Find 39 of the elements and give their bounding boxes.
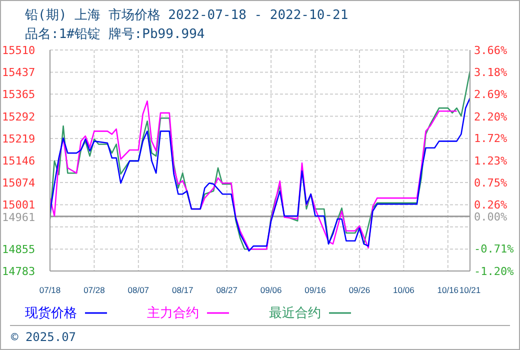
y-tick-label: 15437: [2, 66, 36, 80]
y-tick-label: 15365: [2, 88, 36, 102]
y2-tick-label: 2.69%: [474, 88, 508, 102]
x-tick-label: 09/16: [304, 285, 326, 295]
legend-label: 主力合约: [147, 305, 199, 322]
x-tick-label: 10/16: [437, 285, 459, 295]
x-tick-label: 08/07: [128, 285, 150, 295]
y-tick-label: 15146: [2, 154, 36, 168]
x-tick-label: 07/18: [39, 285, 61, 295]
chart-title: 铅(期) 上海 市场价格 2022-07-18 - 2022-10-21: [25, 7, 348, 24]
y2-tick-label: 1.23%: [474, 154, 508, 168]
y2-tick-label: 2.20%: [474, 110, 508, 124]
y-tick-label: 14855: [2, 243, 36, 256]
y-tick-label: 15219: [2, 132, 36, 146]
y2-tick-label: 3.66%: [474, 44, 508, 57]
y-tick-label: 15292: [2, 110, 36, 124]
y2-tick-label: 0.75%: [474, 176, 508, 190]
y-tick-label: 15074: [2, 176, 36, 190]
x-tick-label: 07/28: [84, 285, 106, 295]
text: © 2025.07: [11, 330, 76, 344]
x-tick-label: 10/21: [459, 285, 481, 295]
y-tick-label: 14783: [2, 265, 36, 278]
chart-subtitle: 品名:1#铅锭 牌号:Pb99.994: [25, 26, 205, 43]
y2-tick-label: -0.71%: [474, 242, 514, 256]
y-tick-label: 15510: [2, 44, 36, 57]
x-tick-label: 08/27: [216, 285, 238, 295]
y2-tick-label: 3.18%: [474, 66, 508, 79]
x-tick-label: 09/06: [260, 285, 282, 295]
legend-label: 现货价格: [25, 305, 77, 322]
legend-label: 最近合约: [269, 305, 321, 322]
y-tick-label: 14961: [2, 210, 36, 224]
y-tick-label: 15001: [2, 198, 36, 212]
y2-tick-label: 1.72%: [474, 132, 508, 146]
x-tick-label: 09/26: [348, 285, 370, 295]
x-tick-label: 10/06: [393, 285, 415, 295]
x-tick-label: 08/17: [172, 285, 194, 295]
y2-tick-label: 0.00%: [474, 210, 508, 224]
y2-tick-label: -1.20%: [474, 265, 514, 278]
y2-tick-label: 0.26%: [474, 198, 508, 212]
